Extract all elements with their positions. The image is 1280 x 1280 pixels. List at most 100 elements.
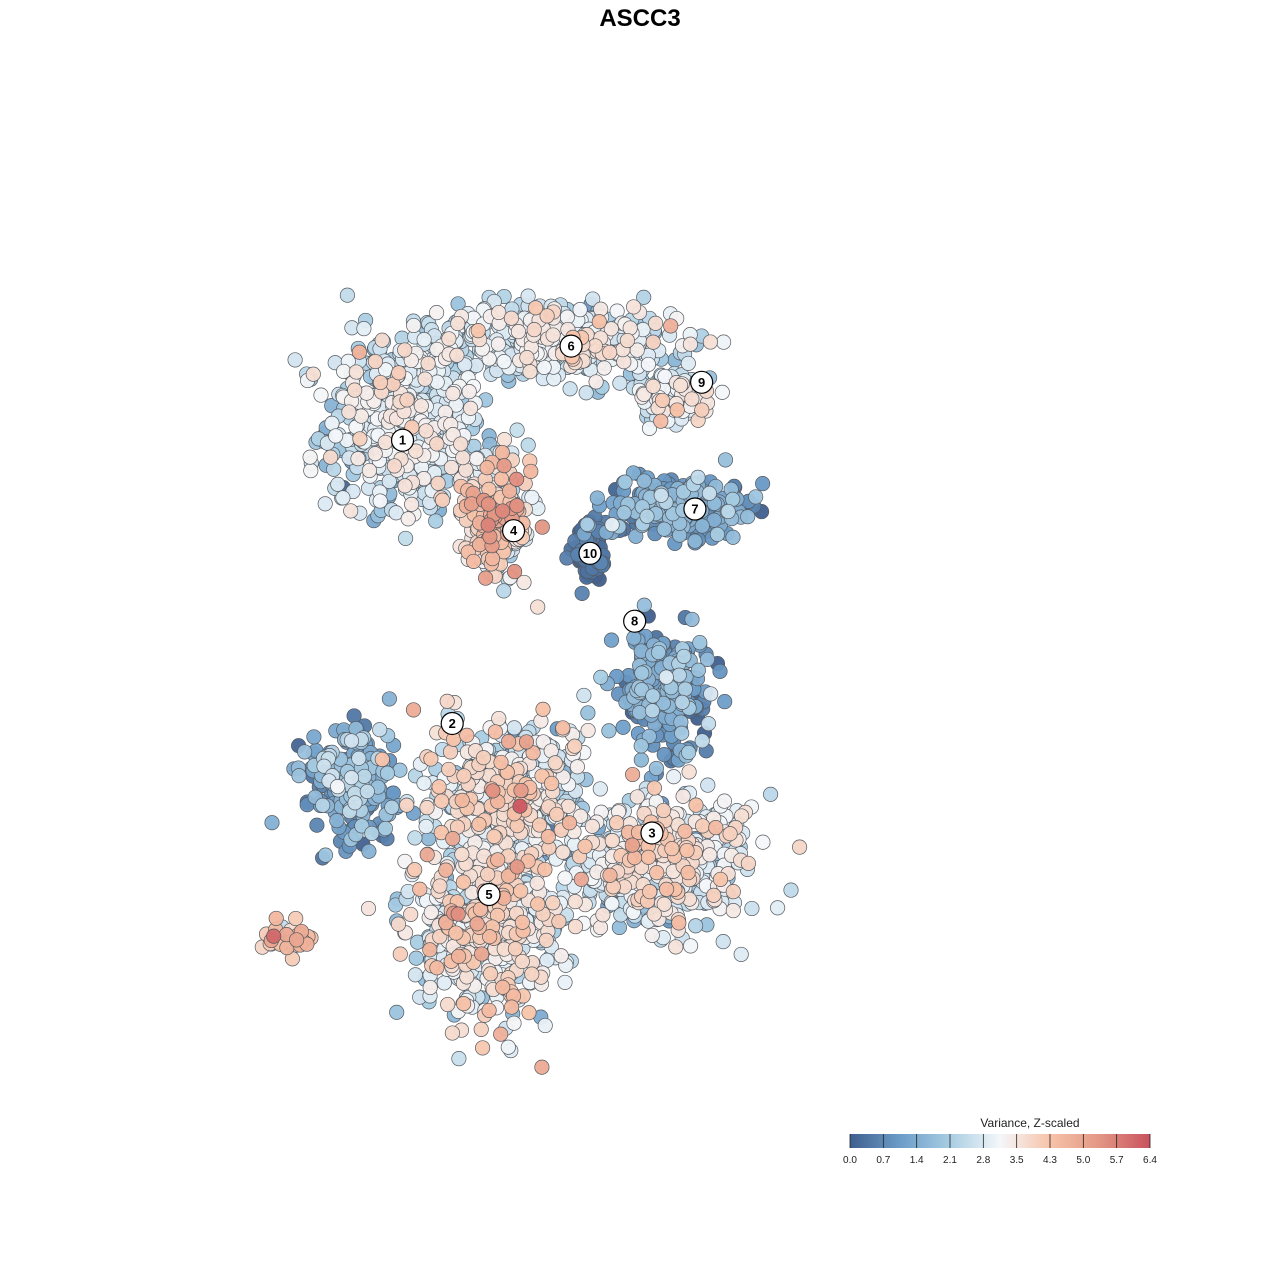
data-point: [509, 859, 525, 875]
data-point: [372, 493, 388, 509]
data-point: [579, 516, 595, 532]
data-point: [528, 300, 544, 316]
data-point: [679, 842, 695, 859]
legend-tick-label: 2.8: [976, 1155, 990, 1166]
data-point: [655, 695, 671, 711]
data-point: [547, 755, 563, 771]
data-point: [648, 315, 664, 331]
data-point: [792, 839, 808, 855]
data-point: [470, 323, 486, 339]
data-point: [640, 849, 656, 865]
data-point: [611, 919, 627, 936]
data-point: [645, 334, 661, 350]
data-point: [596, 360, 612, 376]
data-point: [350, 451, 366, 467]
data-point: [491, 304, 507, 321]
data-point: [716, 793, 732, 809]
data-point: [562, 381, 578, 397]
data-point: [471, 816, 487, 832]
cluster-label: 7: [683, 497, 707, 521]
data-point: [687, 533, 703, 549]
data-point: [453, 436, 469, 452]
data-point: [500, 1039, 516, 1055]
data-point: [712, 871, 729, 887]
data-point: [367, 353, 383, 370]
data-point: [463, 400, 479, 416]
data-point: [520, 437, 536, 453]
data-point: [649, 865, 665, 881]
data-point: [496, 354, 512, 370]
data-point: [514, 953, 530, 970]
data-point: [684, 391, 700, 407]
data-point: [329, 813, 345, 829]
data-point: [495, 503, 511, 519]
data-point: [455, 450, 471, 466]
data-point: [348, 364, 364, 380]
data-point: [545, 895, 561, 911]
data-point: [316, 758, 332, 774]
data-point: [592, 781, 608, 797]
data-point: [633, 738, 649, 754]
data-point: [504, 999, 520, 1015]
data-point: [671, 667, 687, 683]
legend-tick-label: 6.4: [1143, 1155, 1157, 1166]
data-point: [506, 1015, 522, 1031]
data-point: [669, 402, 685, 418]
data-point: [584, 818, 600, 834]
data-point: [636, 289, 652, 305]
data-point: [509, 471, 525, 487]
data-point: [459, 727, 475, 743]
data-point: [626, 299, 642, 315]
cluster-label: 1: [390, 428, 415, 452]
data-point: [454, 846, 470, 862]
data-point: [534, 1059, 550, 1075]
data-point: [520, 288, 536, 304]
data-point: [451, 948, 467, 964]
data-point: [625, 766, 641, 783]
data-point: [573, 871, 589, 887]
data-point: [578, 385, 594, 401]
data-point: [397, 342, 413, 358]
data-point: [264, 815, 280, 831]
data-point: [604, 833, 620, 849]
data-point: [555, 720, 571, 736]
data-point: [475, 1040, 491, 1056]
data-point: [377, 434, 393, 450]
data-point: [699, 651, 715, 667]
cluster-label: 10: [578, 541, 602, 565]
data-point: [534, 519, 550, 535]
data-point: [519, 350, 535, 366]
data-point: [317, 496, 333, 512]
data-point: [624, 837, 640, 853]
data-point: [458, 462, 474, 478]
data-point: [572, 302, 588, 318]
data-point: [715, 934, 731, 950]
data-point: [688, 918, 704, 934]
data-point: [386, 458, 402, 474]
data-point: [681, 744, 697, 761]
data-point: [593, 301, 609, 317]
data-point: [585, 291, 601, 307]
data-point: [668, 939, 684, 955]
data-point: [529, 875, 545, 891]
data-point: [490, 336, 506, 352]
data-point: [445, 831, 461, 847]
data-point: [656, 747, 672, 763]
data-point: [561, 815, 578, 831]
data-point: [617, 474, 633, 490]
data-point: [451, 1051, 467, 1067]
data-point: [475, 750, 492, 766]
data-point: [381, 473, 397, 489]
data-point: [603, 632, 620, 648]
data-point: [675, 788, 691, 804]
data-point: [478, 570, 494, 586]
cluster-label-text: 2: [449, 716, 456, 731]
data-point: [702, 334, 718, 350]
data-point: [399, 392, 415, 408]
data-point: [352, 431, 368, 447]
cluster-label-text: 10: [583, 546, 597, 561]
data-point: [305, 366, 321, 382]
data-point: [431, 779, 447, 795]
data-point: [289, 932, 305, 948]
